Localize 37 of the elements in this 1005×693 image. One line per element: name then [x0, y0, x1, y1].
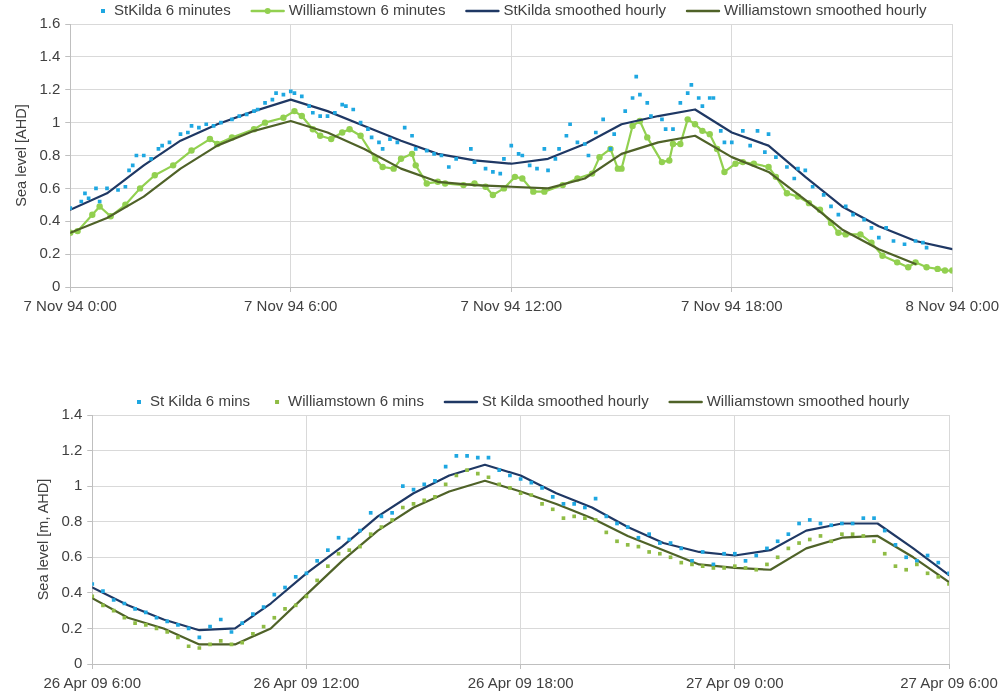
y-tick-label: 0 — [73, 654, 83, 672]
x-tick-label: 7 Nov 94 12:00 — [460, 297, 563, 315]
x-tick-label: 7 Nov 94 6:00 — [244, 297, 338, 315]
y-tick-label: 0.6 — [61, 547, 83, 565]
y-tick-label: 1.6 — [39, 14, 61, 32]
y-tick-label: 1.4 — [61, 405, 83, 423]
legend-label: Williamstown 6 mins — [288, 392, 424, 410]
legend-label: StKilda 6 minutes — [113, 1, 231, 19]
x-tick-label: 27 Apr 09 0:00 — [686, 674, 784, 692]
x-tick-label: 26 Apr 09 18:00 — [467, 674, 574, 692]
x-tick-label: 8 Nov 94 0:00 — [905, 297, 999, 315]
x-tick-label: 26 Apr 09 12:00 — [253, 674, 360, 692]
y-tick-label: 1 — [73, 476, 83, 494]
x-tick-label: 27 Apr 09 6:00 — [900, 674, 998, 692]
y-tick-label: 0.8 — [39, 145, 61, 163]
y-tick-label: 0.4 — [61, 583, 83, 600]
y-tick-label: 0.6 — [39, 178, 61, 196]
y-tick-label: 0.8 — [61, 511, 83, 529]
legend-label: StKilda smoothed hourly — [503, 1, 667, 19]
y-tick-label: 0.2 — [39, 244, 61, 262]
y-tick-label: 0.2 — [61, 618, 83, 636]
legend-label: Williamstown smoothed hourly — [724, 1, 928, 19]
legend-label: Williamstown 6 minutes — [288, 1, 446, 19]
y-tick-label: 1.4 — [39, 47, 61, 65]
y-tick-label: 0 — [51, 277, 61, 295]
legend-label: St Kilda 6 mins — [150, 392, 251, 410]
x-tick-label: 7 Nov 94 18:00 — [680, 297, 783, 315]
x-tick-label: 26 Apr 09 6:00 — [43, 674, 142, 692]
y-axis-title: Sea level [m, AHD] — [34, 478, 51, 601]
legend-label: St Kilda smoothed hourly — [481, 392, 650, 410]
legend-label: Williamstown smoothed hourly — [706, 392, 910, 410]
x-tick-label: 7 Nov 94 0:00 — [23, 297, 117, 315]
y-tick-label: 1.2 — [61, 440, 83, 458]
y-axis-title: Sea level [AHD] — [12, 104, 29, 207]
y-tick-label: 0.4 — [39, 211, 61, 229]
y-tick-label: 1 — [51, 112, 61, 130]
y-tick-label: 1.2 — [39, 79, 61, 97]
